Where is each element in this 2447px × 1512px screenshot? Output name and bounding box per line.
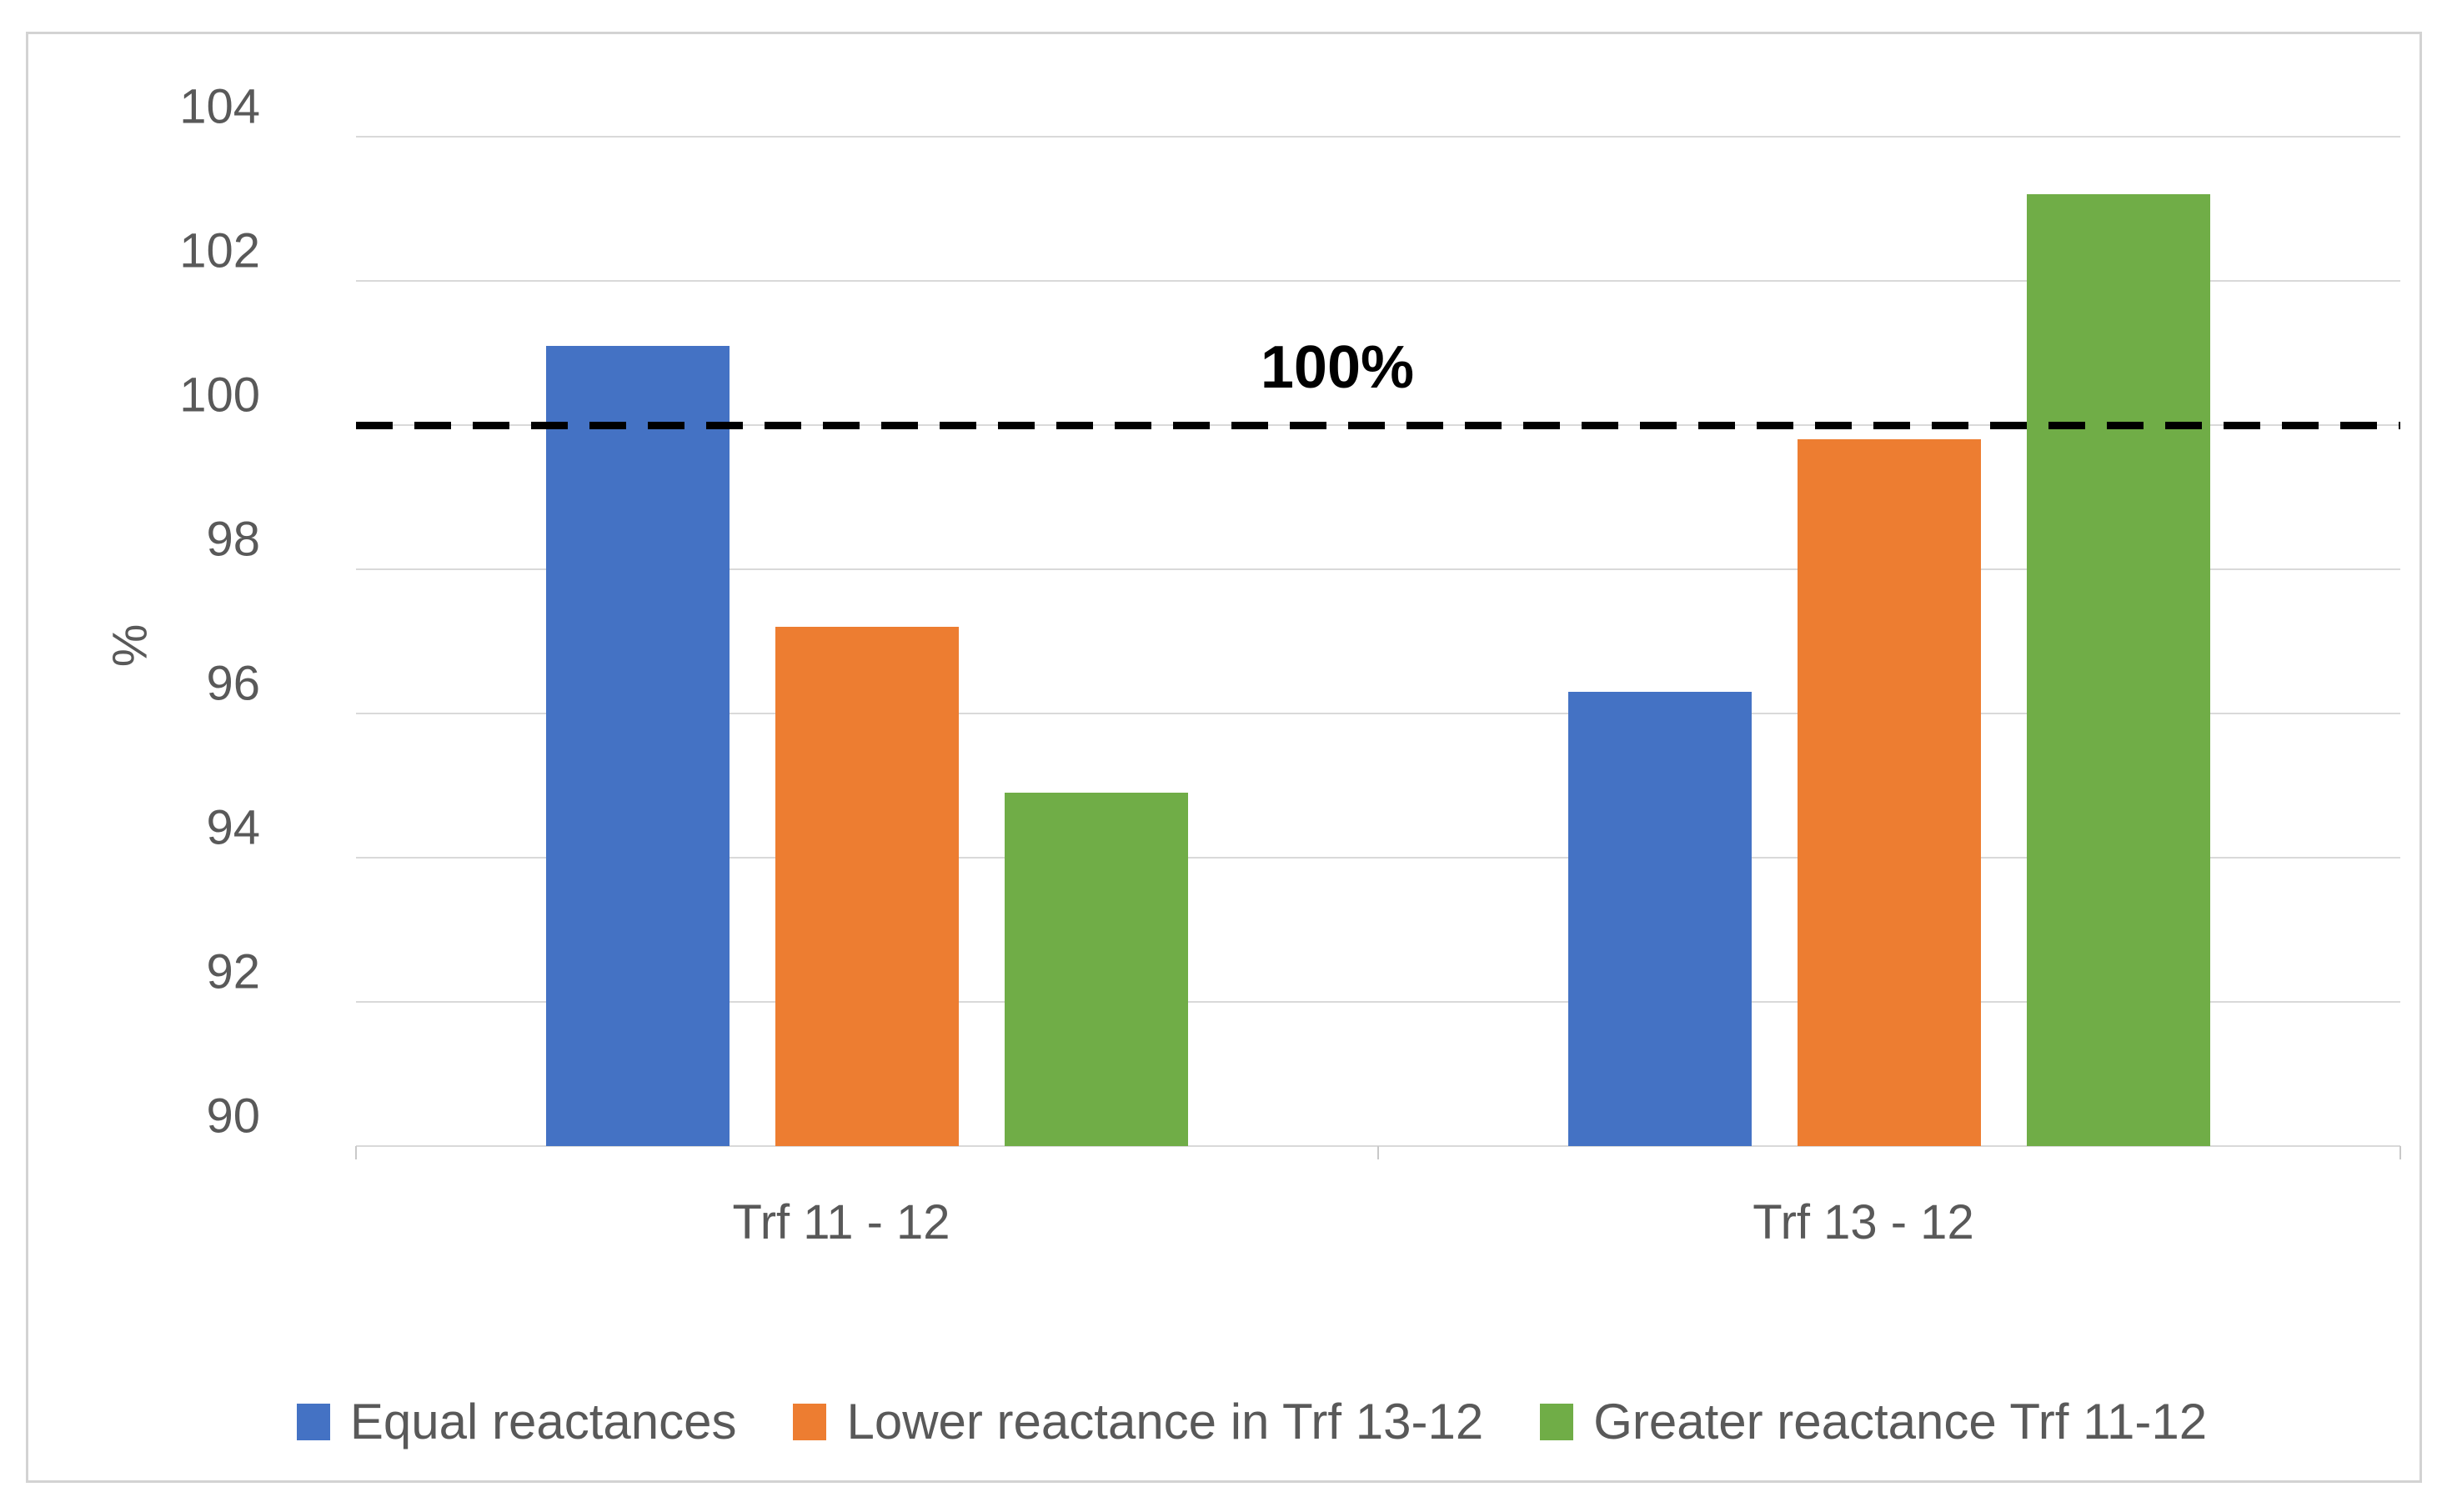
- gridline-y-98: [356, 568, 2400, 570]
- bar-lower-reactance-in-trf-13-12-trf-13-12: [1798, 439, 1981, 1146]
- legend-label-equal-reactances: Equal reactances: [349, 1394, 737, 1449]
- bar-equal-reactances-trf-13-12: [1568, 692, 1752, 1146]
- legend-label-greater-reactance-trf-11-12: Greater reactance Trf 11-12: [1593, 1394, 2208, 1449]
- y-tick-label-92: 92: [206, 944, 260, 999]
- legend-item-lower-reactance-in-trf-13-12: Lower reactance in Trf 13-12: [793, 1393, 1483, 1450]
- bar-greater-reactance-trf-11-12-trf-13-12: [2027, 194, 2210, 1146]
- category-axis-tick-0: [355, 1146, 357, 1159]
- y-tick-label-96: 96: [206, 656, 260, 711]
- category-axis-tick-2: [2399, 1146, 2401, 1159]
- legend-swatch-equal-reactances: [296, 1403, 330, 1440]
- gridline-y-92: [356, 1001, 2400, 1003]
- gridline-y-102: [356, 280, 2400, 282]
- y-tick-label-98: 98: [206, 512, 260, 567]
- reference-line-100: [356, 422, 2400, 429]
- legend-item-greater-reactance-trf-11-12: Greater reactance Trf 11-12: [1540, 1393, 2207, 1450]
- legend-label-lower-reactance-in-trf-13-12: Lower reactance in Trf 13-12: [846, 1394, 1484, 1449]
- category-label-trf-13-12: Trf 13 - 12: [1753, 1195, 1974, 1249]
- category-axis-tick-1: [1377, 1146, 1379, 1159]
- y-tick-label-100: 100: [179, 368, 260, 423]
- y-tick-label-94: 94: [206, 800, 260, 855]
- gridline-y-104: [356, 136, 2400, 138]
- y-tick-label-104: 104: [179, 79, 260, 134]
- gridline-y-94: [356, 857, 2400, 859]
- chart-frame: % 90 92 94 96 98 100 102 104 100% Trf 11 - 12 Tr…: [26, 32, 2422, 1483]
- chart-legend: Equal reactances Lower reactance in Trf 1…: [28, 1393, 2447, 1450]
- legend-item-equal-reactances: Equal reactances: [296, 1393, 737, 1450]
- category-label-trf-11-12: Trf 11 - 12: [732, 1195, 950, 1249]
- reference-line-label: 100%: [1260, 334, 1415, 401]
- legend-swatch-lower-reactance-in-trf-13-12: [793, 1403, 827, 1440]
- bar-equal-reactances-trf-11-12: [546, 345, 730, 1146]
- y-tick-label-102: 102: [179, 223, 260, 278]
- y-tick-label-90: 90: [206, 1089, 260, 1144]
- bar-lower-reactance-in-trf-13-12-trf-11-12: [775, 627, 959, 1146]
- plot-area: 100%: [355, 136, 2401, 1159]
- legend-swatch-greater-reactance-trf-11-12: [1540, 1403, 1574, 1440]
- gridline-y-96: [356, 713, 2400, 714]
- bar-greater-reactance-trf-11-12-trf-11-12: [1005, 793, 1188, 1146]
